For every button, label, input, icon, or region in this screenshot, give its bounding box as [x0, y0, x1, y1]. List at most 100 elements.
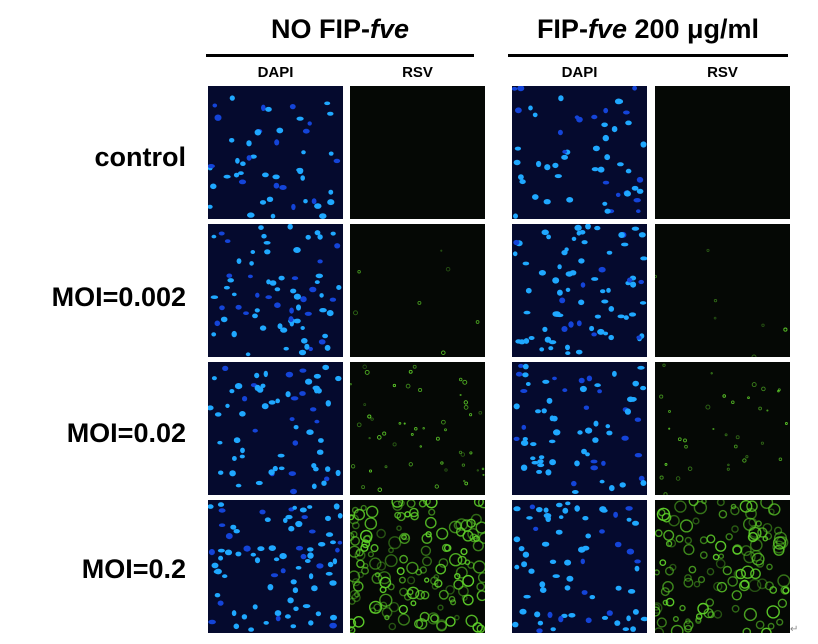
nucleus: [594, 383, 601, 388]
rsv-signal-spot: [384, 465, 388, 469]
group-title-fip-italic: fve: [587, 14, 627, 44]
nucleus: [543, 507, 549, 513]
rsv-signal-spot: [669, 563, 677, 571]
rsv-signal-spot: [462, 574, 475, 587]
rsv-signal-spot: [668, 427, 671, 430]
nucleus: [300, 326, 305, 330]
rsv-signal-spot: [455, 566, 468, 579]
rsv-signal-spot: [659, 475, 664, 480]
nucleus: [513, 436, 520, 441]
nucleus: [562, 149, 568, 154]
micrograph-image: [655, 362, 790, 495]
nucleus: [545, 515, 551, 522]
nucleus: [273, 182, 280, 189]
rsv-signal-spot: [435, 436, 440, 441]
nucleus: [247, 274, 253, 279]
nucleus: [259, 200, 267, 205]
rsv-signal-spot: [663, 529, 675, 541]
rsv-signal-spot: [758, 406, 762, 411]
nucleus: [230, 524, 237, 530]
nucleus: [326, 310, 334, 317]
rsv-signal-spot: [747, 531, 759, 543]
nucleus: [304, 559, 311, 563]
micrograph-moi-0-02-fip-dapi: [512, 362, 647, 495]
micrograph-control-no-fip-dapi: [208, 86, 343, 219]
nucleus: [552, 376, 557, 381]
micrograph-background: [655, 362, 790, 495]
nucleus: [598, 266, 606, 273]
nucleus: [589, 325, 595, 332]
nucleus: [515, 371, 523, 377]
nucleus: [630, 281, 637, 288]
group-title-no-fip: NO FIP-fve: [206, 14, 474, 45]
rsv-signal-spot: [463, 405, 469, 410]
rsv-signal-spot: [745, 455, 749, 459]
rsv-signal-spot: [367, 551, 375, 558]
micrograph-control-fip-rsv: [655, 86, 790, 219]
rsv-signal-spot: [356, 422, 362, 428]
rsv-signal-spot: [697, 575, 706, 584]
rsv-signal-spot: [743, 550, 756, 564]
nucleus: [317, 259, 323, 264]
micrograph-background: [655, 86, 790, 219]
nucleus: [574, 460, 580, 467]
nucleus: [242, 396, 248, 402]
nucleus: [307, 505, 313, 509]
nucleus: [640, 616, 647, 622]
nucleus: [634, 559, 641, 564]
nucleus: [520, 440, 529, 446]
nucleus: [305, 378, 313, 385]
nucleus: [522, 261, 530, 266]
nucleus: [272, 174, 280, 180]
nucleus: [565, 287, 571, 292]
nucleus: [325, 400, 331, 407]
nucleus: [589, 595, 596, 600]
nucleus: [625, 168, 632, 174]
nucleus: [615, 192, 621, 197]
nucleus: [330, 540, 336, 545]
nucleus: [550, 627, 556, 632]
nucleus: [235, 304, 242, 310]
nucleus: [270, 213, 276, 219]
rsv-signal-spot: [388, 536, 402, 550]
nucleus: [325, 515, 331, 522]
rsv-signal-spot: [472, 622, 483, 633]
nucleus: [568, 613, 576, 618]
micrograph-image: [208, 362, 343, 495]
micrograph-moi-0-2-fip-rsv: [655, 500, 790, 633]
nucleus: [289, 417, 295, 422]
rsv-signal-spot: [655, 627, 665, 633]
nucleus: [259, 325, 267, 331]
nucleus: [606, 610, 613, 616]
nucleus: [623, 315, 629, 320]
nucleus: [266, 196, 274, 202]
nucleus: [330, 614, 337, 621]
nucleus: [636, 188, 644, 194]
nucleus: [548, 439, 556, 444]
nucleus: [293, 606, 299, 612]
nucleus: [274, 139, 280, 146]
nucleus: [311, 198, 317, 205]
nucleus: [233, 437, 241, 444]
rsv-signal-spot: [756, 578, 768, 590]
rsv-signal-spot: [405, 383, 411, 389]
nucleus: [532, 112, 538, 118]
nucleus: [255, 480, 263, 486]
nucleus: [557, 289, 563, 296]
rsv-signal-spot: [382, 431, 387, 436]
nucleus: [316, 449, 324, 455]
nucleus: [626, 615, 631, 622]
nucleus: [512, 621, 519, 628]
nucleus: [585, 452, 590, 457]
nucleus: [609, 485, 615, 492]
nucleus: [581, 240, 588, 245]
rsv-signal-spot: [350, 618, 357, 628]
nucleus: [545, 469, 552, 476]
nucleus: [292, 587, 299, 594]
nucleus: [599, 529, 605, 534]
rsv-signal-spot: [360, 543, 369, 552]
nucleus: [556, 502, 563, 508]
rsv-signal-spot: [782, 586, 790, 595]
nucleus: [329, 622, 337, 629]
nucleus: [600, 508, 608, 513]
